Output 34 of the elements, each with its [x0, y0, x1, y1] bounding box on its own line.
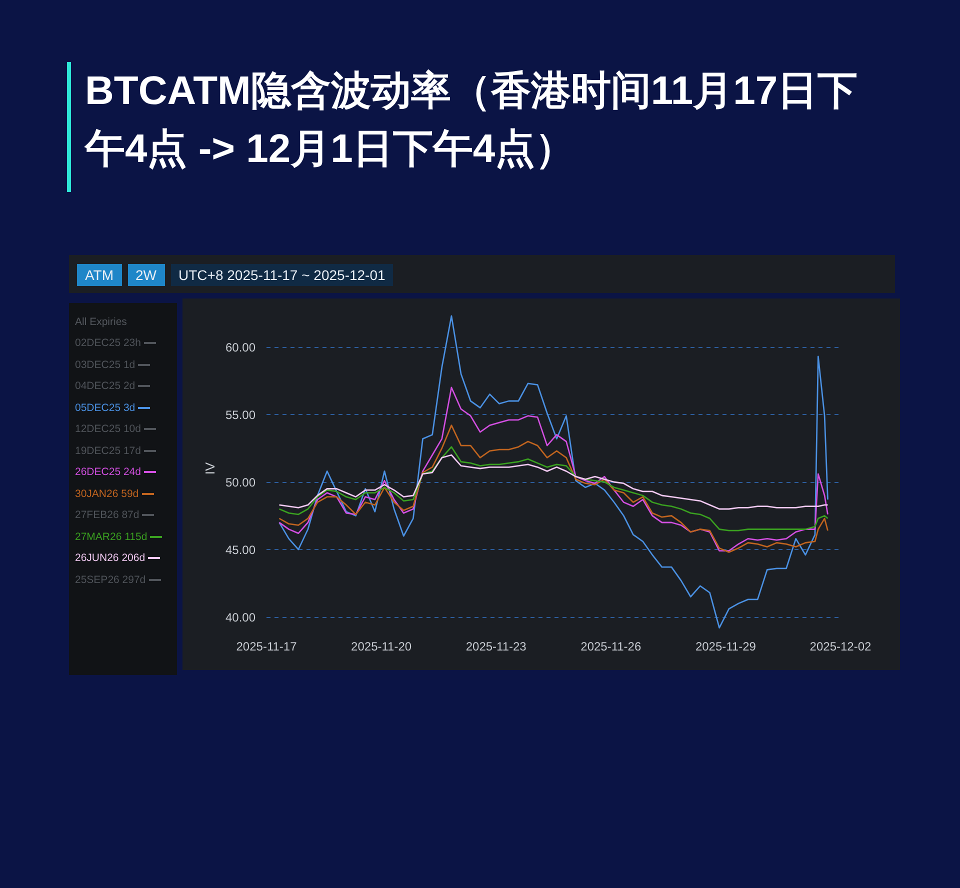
y-tick-label: 45.00: [225, 543, 256, 557]
y-tick-label: 50.00: [225, 476, 256, 490]
legend-label: 05DEC25 3d: [75, 400, 136, 416]
legend-label: 26JUN26 206d: [75, 551, 146, 566]
y-tick-label: 40.00: [225, 610, 256, 624]
text: 2W: [128, 264, 165, 286]
y-tick-label: 55.00: [225, 408, 256, 422]
x-tick-label: 2025-11-26: [580, 640, 642, 654]
y-tick-label: 60.00: [225, 340, 256, 354]
line-series: [278, 386, 828, 552]
x-tick-label: 2025-11-17: [236, 640, 298, 654]
legend-label: 19DEC25 17d: [75, 444, 142, 458]
line-series: [278, 446, 828, 532]
line-series: [278, 315, 828, 628]
line-series: [278, 454, 828, 510]
text: All Expiries: [75, 315, 128, 330]
line-series: [278, 424, 828, 553]
legend-label: 02DEC25 23h: [75, 336, 142, 351]
text: UTC+8 2025-11-17 ~ 2025-12-01: [170, 264, 394, 286]
x-tick-label: 2025-11-20: [351, 640, 412, 654]
legend-label: 03DEC25 1d: [75, 358, 136, 372]
x-tick-label: 2025-11-23: [466, 640, 527, 654]
x-tick-label: 2025-12-02: [810, 640, 872, 654]
chart-title: BTCATM隐含波动率（香港时间11月17日下午4点 -> 12月1日下午4点）: [85, 68, 859, 173]
y-axis-title: IV: [202, 462, 218, 475]
legend-label: 27FEB26 87d: [75, 508, 140, 523]
text: ATM: [77, 264, 122, 286]
legend-label: 26DEC25 24d: [75, 465, 142, 480]
legend-label: 04DEC25 2d: [75, 379, 136, 394]
legend-label: 12DEC25 10d: [75, 422, 142, 437]
legend-label: 30JAN26 59d: [75, 486, 140, 502]
legend-label: 27MAR26 115d: [75, 530, 148, 544]
x-tick-label: 2025-11-29: [695, 640, 756, 654]
legend-label: 25SEP26 297d: [75, 572, 147, 588]
